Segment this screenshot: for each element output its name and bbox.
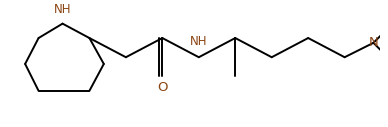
Text: N: N [369,36,378,49]
Text: NH: NH [54,3,71,16]
Text: NH: NH [190,35,208,48]
Text: O: O [157,81,168,94]
